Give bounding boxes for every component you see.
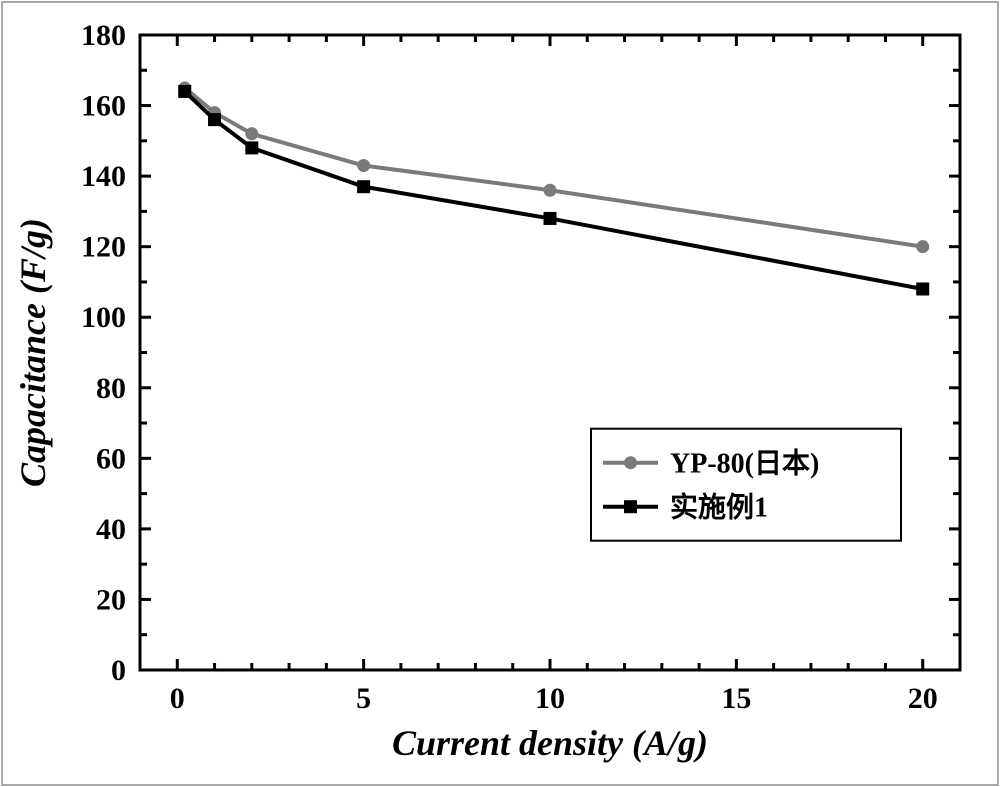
series-marker-example1 <box>544 212 556 224</box>
x-tick-label: 5 <box>356 682 371 715</box>
x-tick-label: 10 <box>535 682 565 715</box>
y-tick-label: 40 <box>96 513 126 546</box>
series-marker-yp80 <box>246 128 258 140</box>
series-marker-yp80 <box>917 241 929 253</box>
y-tick-label: 120 <box>81 231 126 264</box>
y-tick-label: 80 <box>96 372 126 405</box>
legend-swatch-marker-example1 <box>625 501 637 513</box>
series-marker-example1 <box>246 142 258 154</box>
series-marker-example1 <box>209 114 221 126</box>
series-marker-example1 <box>917 283 929 295</box>
y-tick-label: 0 <box>111 654 126 687</box>
legend-label-yp80: YP-80(日本) <box>670 448 819 480</box>
legend-label-example1: 实施例1 <box>670 491 768 524</box>
y-tick-label: 60 <box>96 442 126 475</box>
y-axis-title: Capacitance (F/g) <box>13 218 53 487</box>
y-tick-label: 100 <box>81 301 126 334</box>
y-tick-label: 160 <box>81 90 126 123</box>
y-tick-label: 140 <box>81 160 126 193</box>
x-tick-label: 15 <box>721 682 751 715</box>
y-tick-label: 20 <box>96 583 126 616</box>
series-marker-yp80 <box>358 160 370 172</box>
capacitance-chart: 0 5 10 15 20 0 20 40 60 80 100 120 140 160 180 Current … <box>0 0 1000 787</box>
x-tick-label: 0 <box>170 682 185 715</box>
chart-container: 0 5 10 15 20 0 20 40 60 80 100 120 140 160 180 Current … <box>0 0 1000 787</box>
y-tick-label: 180 <box>81 19 126 52</box>
x-axis-title: Current density (A/g) <box>392 723 708 763</box>
x-tick-label: 20 <box>908 682 938 715</box>
series-marker-yp80 <box>544 184 556 196</box>
plot-frame <box>140 35 960 670</box>
legend-swatch-marker-yp80 <box>625 457 637 469</box>
series-marker-example1 <box>179 85 191 97</box>
series-marker-example1 <box>358 181 370 193</box>
